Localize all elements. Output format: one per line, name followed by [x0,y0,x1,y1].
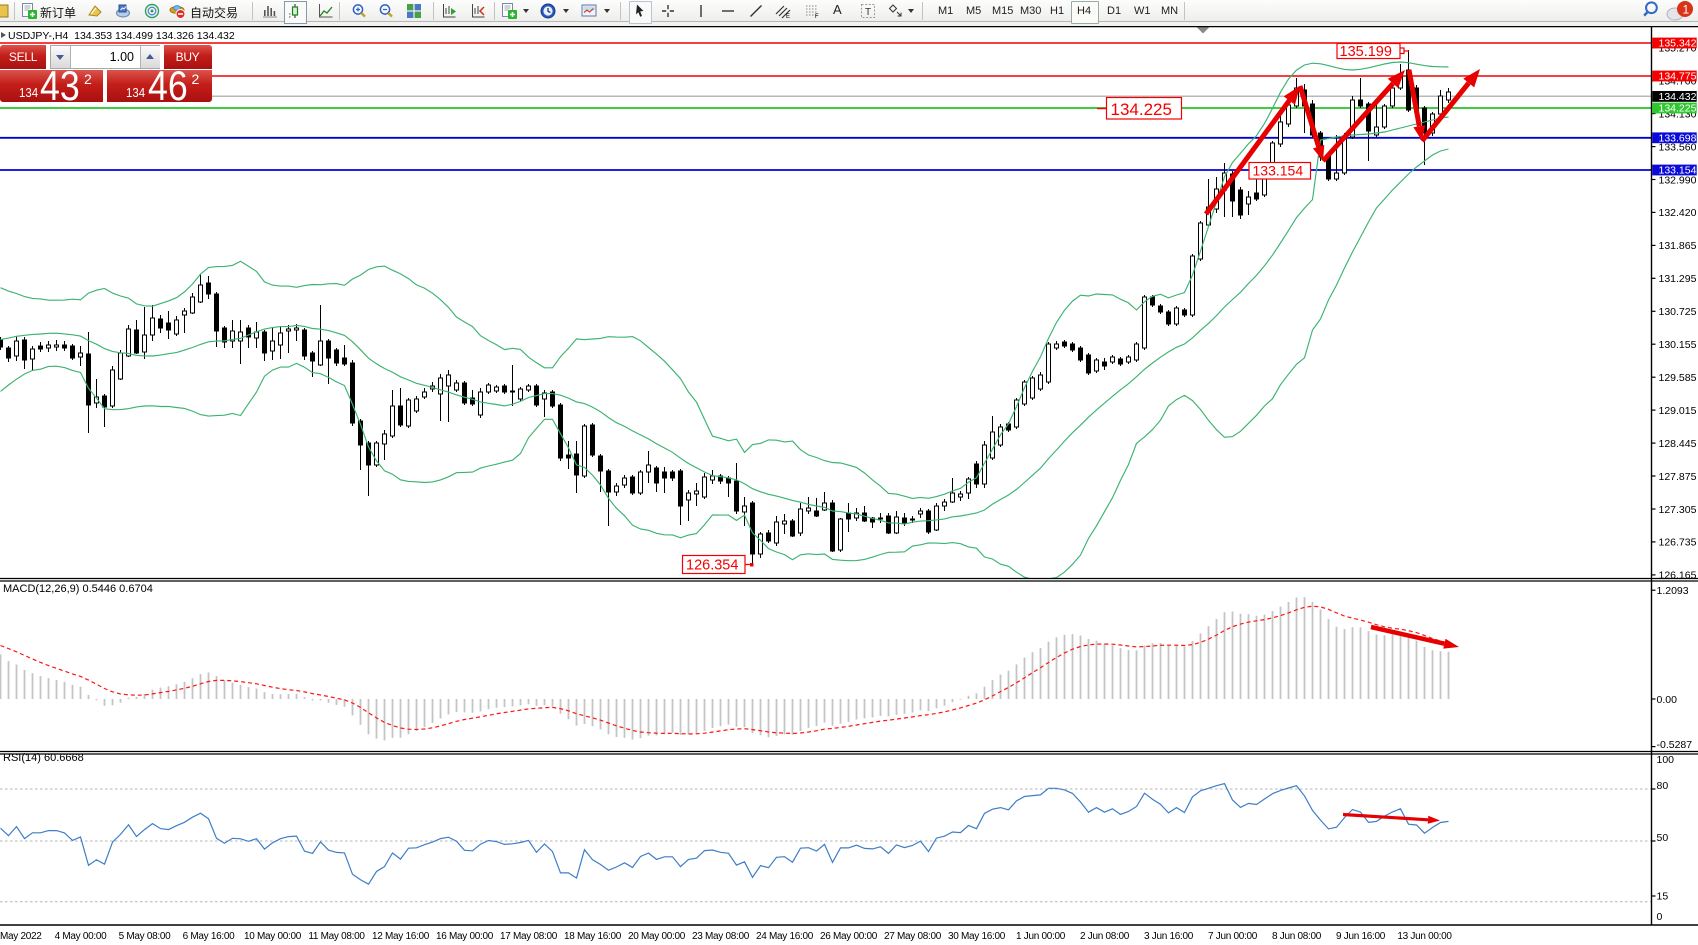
svg-text:50: 50 [1657,832,1669,844]
svg-text:7 Jun 00:00: 7 Jun 00:00 [1208,931,1258,942]
svg-text:135.199: 135.199 [1340,44,1392,60]
svg-text:134.775: 134.775 [1659,71,1697,83]
svg-text:-0.5287: -0.5287 [1657,739,1693,751]
svg-text:80: 80 [1657,780,1669,792]
svg-text:134.225: 134.225 [1111,100,1172,119]
svg-text:131.295: 131.295 [1659,273,1697,285]
svg-text:133.560: 133.560 [1659,141,1697,153]
svg-text:131.865: 131.865 [1659,240,1697,252]
svg-text:1: 1 [1683,3,1690,17]
svg-text:0: 0 [1657,911,1663,923]
svg-text:134.225: 134.225 [1659,103,1697,115]
svg-text:13 Jun 00:00: 13 Jun 00:00 [1397,931,1452,942]
svg-text:18 May 16:00: 18 May 16:00 [564,931,622,942]
svg-text:133.698: 133.698 [1659,133,1697,145]
svg-text:26 May 00:00: 26 May 00:00 [820,931,878,942]
svg-text:9 Jun 16:00: 9 Jun 16:00 [1336,931,1386,942]
svg-text:1.2093: 1.2093 [1657,585,1689,597]
svg-text:129.015: 129.015 [1659,405,1697,417]
svg-text:128.445: 128.445 [1659,438,1697,450]
svg-text:30 May 16:00: 30 May 16:00 [948,931,1006,942]
svg-text:20 May 00:00: 20 May 00:00 [628,931,686,942]
svg-text:6 May 16:00: 6 May 16:00 [183,931,235,942]
svg-text:16 May 00:00: 16 May 00:00 [436,931,494,942]
svg-text:126.735: 126.735 [1659,537,1697,549]
svg-text:126.165: 126.165 [1659,570,1697,582]
svg-text:17 May 08:00: 17 May 08:00 [500,931,558,942]
svg-text:May 2022: May 2022 [0,931,42,942]
svg-text:129.585: 129.585 [1659,372,1697,384]
svg-text:4 May 00:00: 4 May 00:00 [55,931,107,942]
svg-text:127.875: 127.875 [1659,471,1697,483]
svg-text:E: E [786,14,790,19]
svg-text:134.432: 134.432 [1659,91,1697,103]
svg-text:130.725: 130.725 [1659,306,1697,318]
svg-text:12 May 16:00: 12 May 16:00 [372,931,430,942]
svg-text:23 May 08:00: 23 May 08:00 [692,931,750,942]
svg-text:11 May 08:00: 11 May 08:00 [308,931,365,942]
svg-text:132.420: 132.420 [1659,207,1697,219]
svg-text:132.990: 132.990 [1659,174,1697,186]
svg-text:1 Jun 00:00: 1 Jun 00:00 [1016,931,1066,942]
svg-text:135.342: 135.342 [1659,38,1697,50]
svg-text:0.00: 0.00 [1657,694,1678,706]
svg-text:15: 15 [1657,891,1669,903]
svg-text:F: F [815,14,819,19]
svg-text:2 Jun 08:00: 2 Jun 08:00 [1080,931,1130,942]
svg-text:133.154: 133.154 [1253,163,1304,179]
svg-text:126.354: 126.354 [686,558,738,574]
svg-text:130.155: 130.155 [1659,339,1697,351]
svg-text:8 Jun 08:00: 8 Jun 08:00 [1272,931,1322,942]
svg-text:5 May 08:00: 5 May 08:00 [119,931,171,942]
svg-text:T: T [865,7,871,18]
svg-text:27 May 08:00: 27 May 08:00 [884,931,942,942]
svg-text:RSI(14) 60.6668: RSI(14) 60.6668 [3,752,84,764]
svg-text:10 May 00:00: 10 May 00:00 [244,931,302,942]
svg-text:133.154: 133.154 [1659,165,1697,177]
svg-text:127.305: 127.305 [1659,504,1697,516]
svg-text:3 Jun 16:00: 3 Jun 16:00 [1144,931,1194,942]
svg-text:MACD(12,26,9) 0.5446 0.6704: MACD(12,26,9) 0.5446 0.6704 [3,583,153,595]
svg-text:24 May 16:00: 24 May 16:00 [756,931,814,942]
svg-text:100: 100 [1657,754,1675,766]
